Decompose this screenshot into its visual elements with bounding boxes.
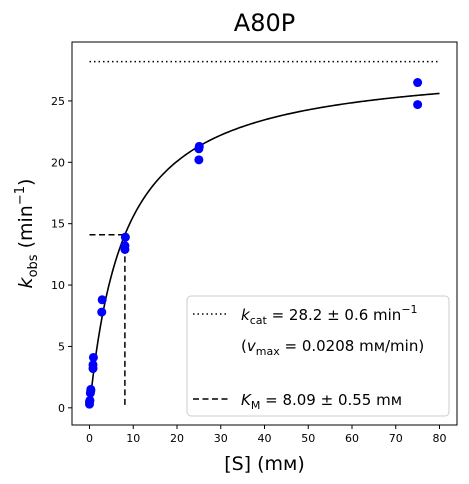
data-point (120, 232, 130, 242)
y-tick-label: 10 (51, 279, 65, 292)
data-point (194, 155, 204, 165)
data-point (413, 100, 423, 110)
y-tick-label: 0 (58, 402, 65, 415)
legend-box (186, 295, 450, 417)
x-tick-label: 0 (86, 432, 93, 445)
y-axis-label: kobs (min−1) (13, 179, 41, 289)
data-point (413, 78, 423, 88)
data-point (97, 307, 107, 317)
data-point (194, 141, 204, 151)
y-tick-label: 15 (51, 218, 65, 231)
x-axis-label: [S] (mм) (224, 453, 305, 475)
x-tick-label: 40 (258, 432, 272, 445)
data-point (120, 241, 130, 251)
legend: kcat = 28.2 ± 0.6 min−1 (vmax = 0.0208 mм… (186, 295, 450, 417)
legend-kcat-label: kcat = 28.2 ± 0.6 min−1 (241, 303, 418, 327)
x-tick-label: 10 (126, 432, 140, 445)
legend-vmax-label: (vmax = 0.0208 mм/min) (241, 337, 424, 358)
data-point (88, 352, 98, 362)
x-tick-label: 70 (389, 432, 403, 445)
x-tick-label: 30 (214, 432, 228, 445)
y-tick-label: 5 (58, 340, 65, 353)
x-tick-label: 60 (345, 432, 359, 445)
data-point (97, 295, 107, 305)
x-tick-label: 20 (170, 432, 184, 445)
legend-km-label: KM = 8.09 ± 0.55 mм (241, 391, 402, 412)
y-tick-label: 20 (51, 156, 65, 169)
data-point (86, 384, 96, 394)
data-point (85, 395, 95, 405)
chart-title: A80P (234, 9, 295, 37)
y-tick-label: 25 (51, 95, 65, 108)
x-tick-label: 50 (301, 432, 315, 445)
x-tick-label: 80 (433, 432, 447, 445)
data-point (88, 360, 98, 370)
km-guide-line (89, 233, 126, 408)
fit-curve (88, 92, 440, 408)
